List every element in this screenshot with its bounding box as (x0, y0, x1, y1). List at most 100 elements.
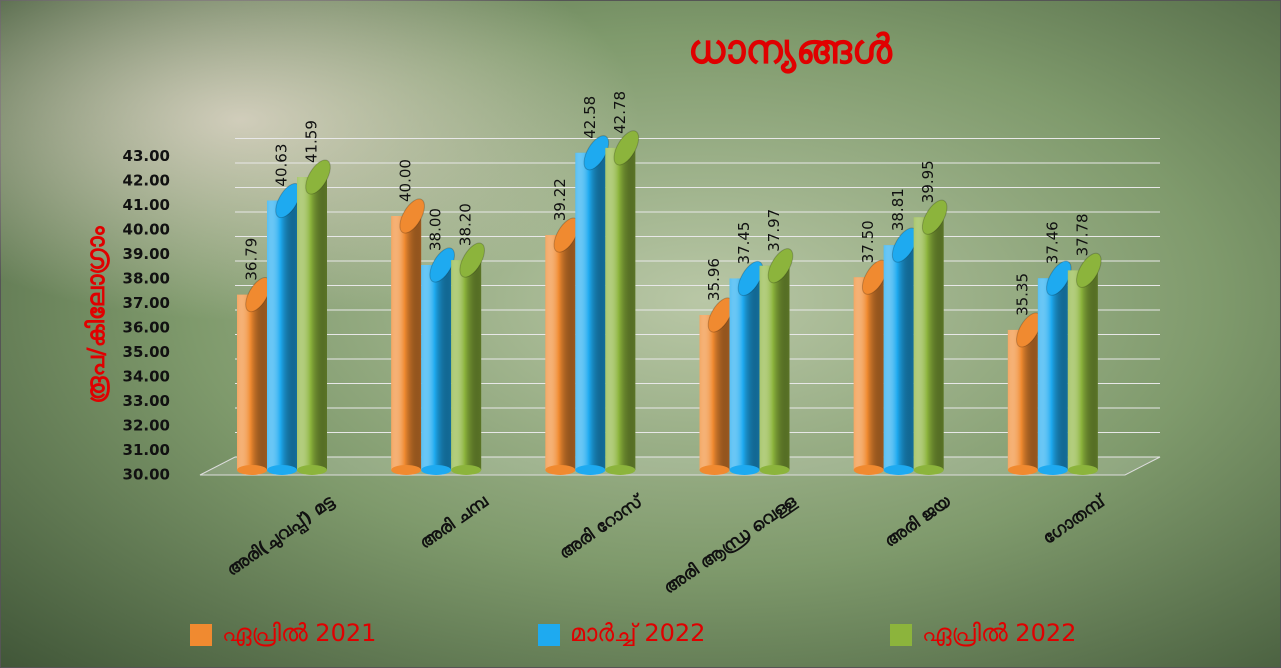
bar-group (1037, 260, 1072, 475)
bar-bottom (451, 465, 482, 475)
bar-bottom (699, 465, 730, 475)
bar-bottom (1067, 465, 1098, 475)
bar-top (767, 248, 794, 284)
bar-group (575, 135, 610, 475)
bar-shade (575, 152, 606, 471)
legend-label: ഏപ്രിൽ 2021 (222, 619, 376, 647)
bar-group (913, 199, 948, 475)
bar-top (1076, 252, 1102, 288)
bar-top (429, 247, 455, 283)
y-tick-label: 33.00 (123, 392, 170, 410)
bar-group (545, 217, 580, 475)
bar-shade (883, 245, 914, 470)
value-label: 37.50 (859, 220, 877, 263)
bar-top (737, 260, 764, 297)
bar-bottom (545, 465, 576, 475)
bar-group (1067, 252, 1102, 475)
bar-group (853, 259, 888, 475)
bar-group (729, 260, 764, 475)
bar-top (399, 198, 425, 234)
bar-top (613, 130, 640, 166)
bar-group (391, 198, 425, 475)
bar-group (237, 277, 271, 475)
bar-top (459, 242, 485, 278)
value-label: 37.46 (1043, 221, 1061, 264)
legend-swatch (890, 624, 912, 646)
y-axis-label: രൂപ/കിലോഗ്രാം (82, 225, 110, 403)
value-label: 35.35 (1013, 273, 1031, 316)
bar-shade (267, 200, 297, 470)
legend-swatch (190, 624, 212, 646)
bar-bottom (853, 465, 884, 475)
bar-group (297, 159, 331, 475)
bar-top (921, 199, 948, 235)
bar-shade (421, 265, 452, 470)
bar-bottom (297, 465, 327, 475)
legend-swatch (538, 624, 560, 646)
y-tick-label: 31.00 (123, 441, 170, 459)
value-label: 40.00 (397, 159, 415, 202)
y-tick-label: 38.00 (123, 270, 170, 288)
bar-top (1046, 260, 1072, 296)
bar-bottom (421, 465, 452, 475)
value-label: 35.96 (705, 258, 723, 301)
value-label: 36.79 (243, 238, 261, 281)
bar-shade (699, 314, 730, 470)
value-label: 37.78 (1073, 213, 1091, 256)
value-label: 38.00 (427, 208, 445, 251)
bar-shade (913, 217, 944, 470)
value-label: 39.95 (919, 160, 937, 203)
bar-bottom (575, 465, 606, 475)
bar-group (267, 183, 301, 475)
bar-bottom (237, 465, 267, 475)
value-label: 42.58 (581, 96, 599, 139)
y-tick-label: 43.00 (123, 147, 170, 165)
y-tick-label: 36.00 (123, 319, 170, 337)
bar-shade (853, 277, 884, 470)
y-tick-label: 34.00 (123, 368, 170, 386)
chart-title: ധാന്യങ്ങൾ (688, 27, 893, 74)
bar-top (305, 159, 331, 195)
y-tick-label: 40.00 (123, 221, 170, 239)
bar-bottom (605, 465, 636, 475)
bar-group (451, 242, 485, 475)
bar-group (883, 227, 918, 475)
value-label: 38.81 (889, 188, 907, 231)
y-tick-label: 39.00 (123, 245, 170, 263)
y-tick-label: 35.00 (123, 343, 170, 361)
bar-bottom (391, 465, 422, 475)
value-label: 39.22 (551, 178, 569, 221)
y-tick-label: 41.00 (123, 196, 170, 214)
value-label: 42.78 (611, 91, 629, 134)
legend-label: ഏപ്രിൽ 2022 (922, 619, 1076, 647)
value-label: 38.20 (457, 203, 475, 246)
bar-shade (237, 294, 267, 470)
bar-bottom (267, 465, 297, 475)
bar-group (605, 130, 640, 475)
bar-bottom (883, 465, 914, 475)
legend-label: മാർച്ച് 2022 (570, 619, 705, 647)
bar-shade (1037, 278, 1068, 470)
bar-bottom (913, 465, 944, 475)
bar-group (759, 248, 794, 475)
bar-shade (545, 235, 576, 470)
bar-group (1007, 312, 1042, 475)
bar-shade (297, 177, 327, 471)
y-tick-label: 30.00 (123, 466, 170, 484)
bar-shade (605, 147, 636, 470)
value-label: 40.63 (273, 144, 291, 187)
bar-bottom (729, 465, 760, 475)
bar-shade (451, 260, 482, 470)
bar-group (699, 297, 734, 475)
value-label: 37.97 (765, 209, 783, 252)
bar-bottom (1007, 465, 1038, 475)
bar-shade (391, 216, 422, 470)
y-tick-label: 42.00 (123, 172, 170, 190)
bar-bottom (1037, 465, 1068, 475)
bar-shade (729, 278, 760, 470)
value-label: 41.59 (303, 120, 321, 163)
value-label: 37.45 (735, 222, 753, 265)
bar-shade (1007, 329, 1038, 470)
bar-shade (759, 265, 790, 470)
